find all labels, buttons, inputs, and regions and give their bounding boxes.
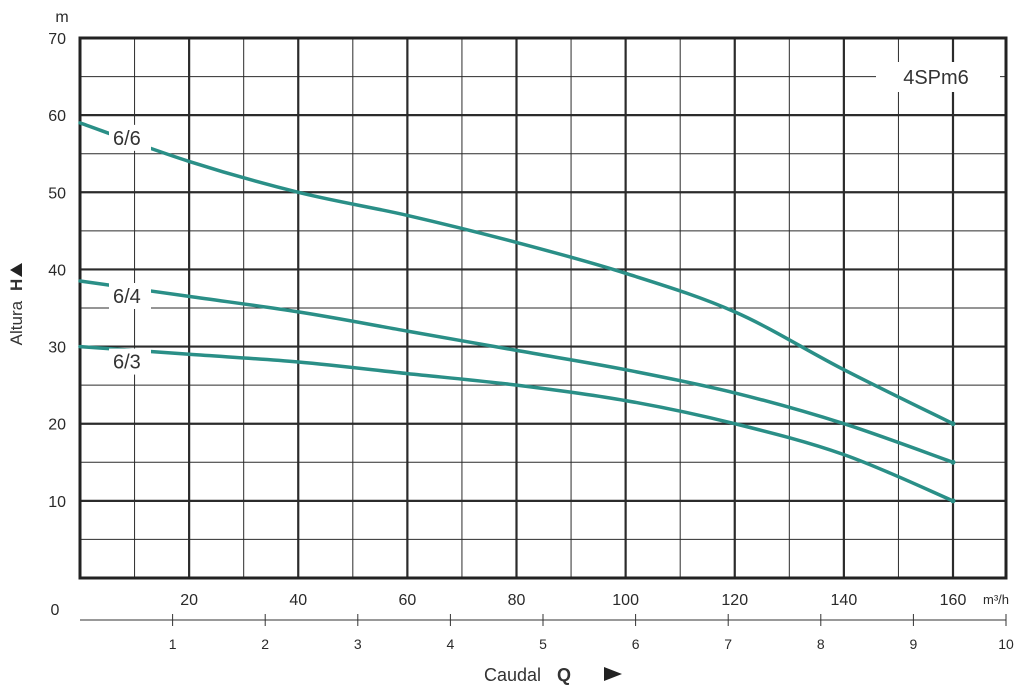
y-tick-label: 10 (48, 494, 66, 511)
series-label-bg (109, 283, 151, 309)
x-tick-label-m3h: 10 (998, 636, 1014, 652)
y-tick-label: 60 (48, 108, 66, 125)
series-endpoint (950, 459, 956, 465)
series-line-6-4 (78, 279, 955, 465)
y-axis-label: AlturaH (7, 279, 26, 346)
x-tick-label-m3h: 7 (724, 636, 732, 652)
y-tick-label: 20 (48, 417, 66, 434)
x-tick-label-lmin: 160 (940, 592, 967, 609)
x-tick-label-lmin: 60 (398, 592, 416, 609)
y-axis-title: AlturaH (7, 279, 26, 346)
y-tick-label: 30 (48, 340, 66, 357)
x-tick-label-m3h: 1 (169, 636, 177, 652)
series-line-6-6 (78, 121, 955, 426)
x-axis-symbol: Q (557, 665, 571, 685)
y-unit-label: m (55, 9, 68, 26)
y-tick-label: 50 (48, 185, 66, 202)
curves-layer (78, 121, 956, 504)
x-tick-label-lmin: 100 (612, 592, 639, 609)
x-tick-label-lmin: 120 (721, 592, 748, 609)
plot-frame (78, 36, 1008, 580)
series-endpoint (950, 421, 956, 427)
x-tick-label-m3h: 2 (261, 636, 269, 652)
y-zero-label: 0 (51, 602, 60, 619)
x-tick-label-lmin: 140 (831, 592, 858, 609)
x-axis-label: Caudal (484, 665, 541, 685)
x-tick-labels-lmin: 20 40 60 80 100 120 140 160 (180, 592, 966, 609)
x-tick-labels-m3h: 1 2 3 4 5 6 7 8 9 10 (169, 614, 1014, 652)
x-tick-label-m3h: 4 (447, 636, 455, 652)
x-tick-label-m3h: 8 (817, 636, 825, 652)
x-tick-label-lmin: 20 (180, 592, 198, 609)
model-label-box: 4SPm6 (876, 62, 1000, 92)
x-tick-label-lmin: 80 (508, 592, 526, 609)
y-tick-label: 40 (48, 262, 66, 279)
x-tick-label-m3h: 3 (354, 636, 362, 652)
y-arrow-icon (10, 263, 22, 277)
series-endpoint (950, 498, 956, 504)
series-label-bg (109, 348, 151, 375)
chart-grid (80, 38, 1006, 578)
x-arrow-icon (604, 667, 622, 681)
x-unit-label: m³/h (983, 592, 1009, 607)
series-label: 6/3 (113, 352, 141, 374)
series-label: 6/6 (113, 128, 141, 150)
y-tick-labels: 10 20 30 40 50 60 70 (48, 31, 66, 511)
series-label-bg (109, 124, 151, 151)
x-tick-label-m3h: 5 (539, 636, 547, 652)
series-label: 6/4 (113, 286, 141, 308)
x-tick-label-lmin: 40 (289, 592, 307, 609)
x-tick-label-m3h: 9 (910, 636, 918, 652)
model-label: 4SPm6 (903, 67, 969, 89)
series-labels: 6/6 6/4 6/3 (109, 124, 151, 375)
series-line-6-3 (78, 344, 955, 503)
y-tick-label: 70 (48, 31, 66, 48)
x-tick-label-m3h: 6 (632, 636, 640, 652)
